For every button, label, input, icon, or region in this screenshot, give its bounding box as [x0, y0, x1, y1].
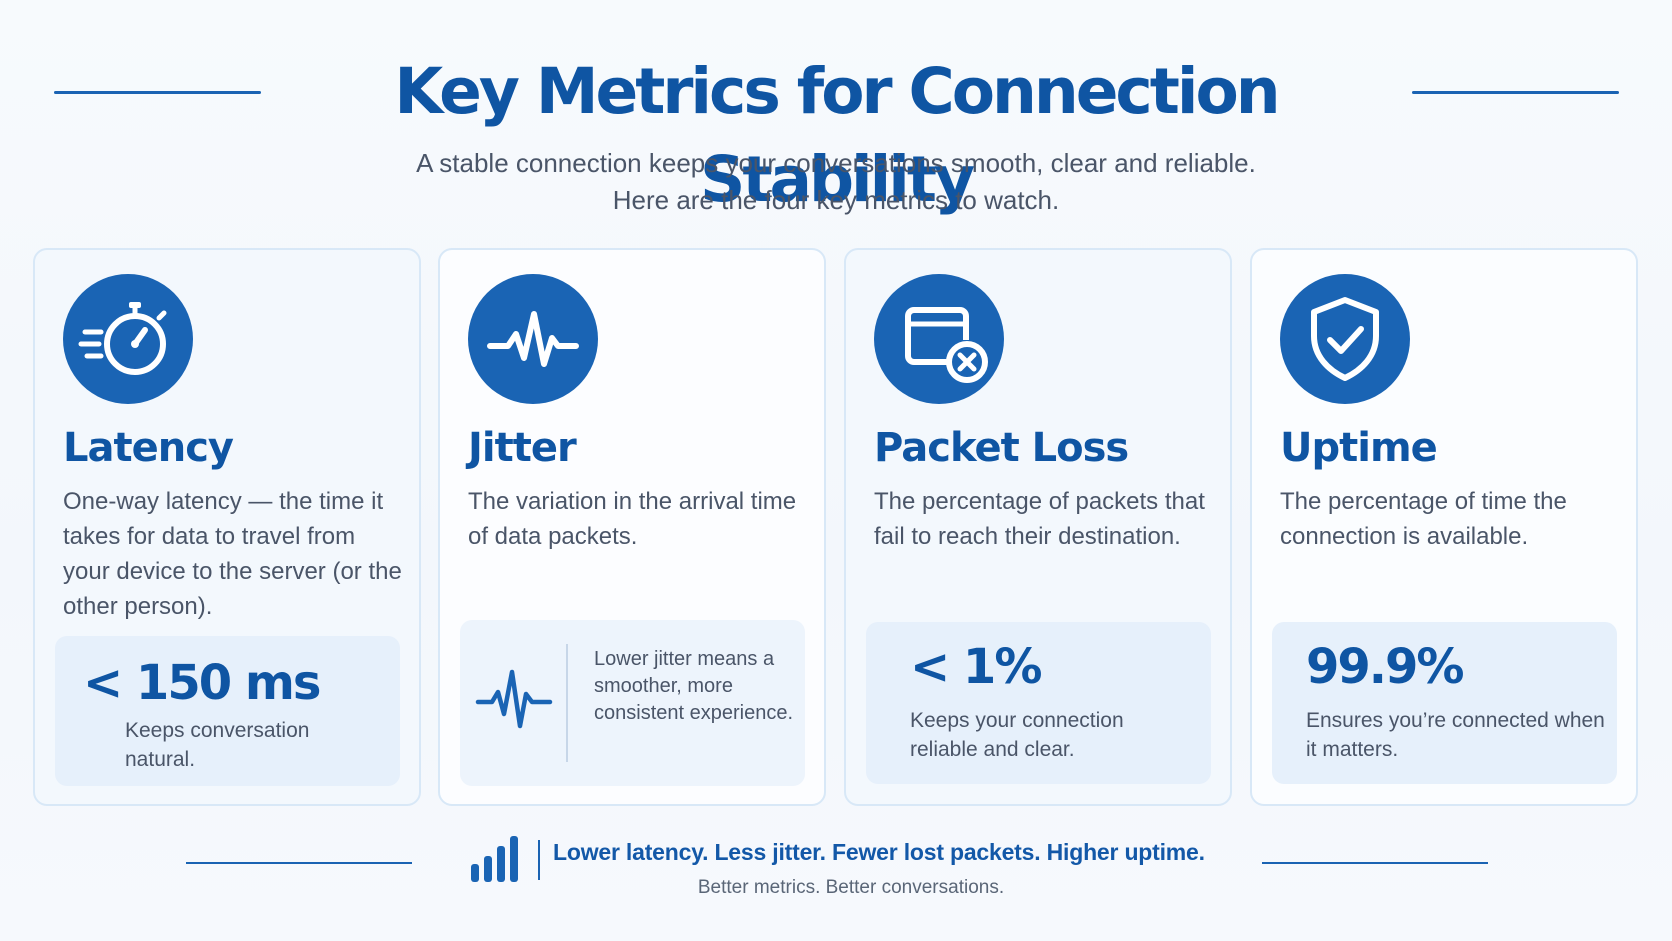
card-title-packet-loss: Packet Loss	[874, 425, 1129, 471]
title-divider-left	[54, 91, 261, 94]
subtitle-line-1: A stable connection keeps your conversat…	[416, 148, 1256, 178]
pulse-icon	[468, 274, 598, 404]
card-description-jitter: The variation in the arrival time of dat…	[468, 488, 797, 550]
footer-subline: Better metrics. Better conversations.	[697, 877, 1005, 898]
signal-bars-icon	[471, 836, 518, 882]
page-subtitle: A stable connection keeps your conversat…	[0, 145, 1672, 219]
stat-box-packet-loss: < 1% Keeps your connection reliable and …	[866, 622, 1211, 784]
stat-value-uptime: 99.9%	[1306, 639, 1465, 695]
shield-check-icon	[1280, 274, 1410, 404]
metric-card-packet-loss: Packet Loss The percentage of packets th…	[844, 248, 1232, 806]
metric-card-latency: Latency One-way latency — the time it ta…	[33, 248, 421, 806]
card-title-jitter: Jitter	[468, 425, 577, 471]
card-title-uptime: Uptime	[1280, 425, 1438, 471]
waveform-icon	[475, 669, 553, 729]
card-description-uptime: The percentage of time the connection is…	[1280, 488, 1567, 550]
stat-box-latency: < 150 ms Keeps conversation natural.	[55, 636, 400, 786]
window-x-icon	[874, 274, 1004, 404]
footer-tagline: Lower latency. Less jitter. Fewer lost p…	[553, 839, 1205, 865]
footer-divider-left	[186, 862, 412, 864]
stat-value-packet-loss: < 1%	[910, 639, 1042, 695]
stat-note-packet-loss: Keeps your connection reliable and clear…	[910, 709, 1124, 761]
stat-note-uptime: Ensures you’re connected when it matters…	[1306, 709, 1605, 761]
metric-card-uptime: Uptime The percentage of time the connec…	[1250, 248, 1638, 806]
footer-divider-vertical	[538, 840, 540, 880]
stat-box-jitter: Lower jitter means a smoother, more cons…	[460, 620, 805, 786]
stat-divider-jitter	[566, 644, 568, 762]
stat-note-jitter: Lower jitter means a smoother, more cons…	[594, 648, 794, 724]
header: Key Metrics for Connection Stability	[0, 48, 1672, 216]
stopwatch-icon	[63, 274, 193, 404]
subtitle-line-2: Here are the four key metrics to watch.	[612, 185, 1060, 215]
stat-note-latency: Keeps conversation natural.	[125, 719, 310, 771]
card-description-latency: One-way latency — the time it takes for …	[63, 488, 402, 620]
footer-divider-right	[1262, 862, 1488, 864]
stat-box-uptime: 99.9% Ensures you’re connected when it m…	[1272, 622, 1617, 784]
card-description-packet-loss: The percentage of packets that fail to r…	[874, 488, 1205, 550]
card-title-latency: Latency	[63, 425, 234, 471]
stat-value-latency: < 150 ms	[83, 655, 321, 711]
page-title: Key Metrics for Connection Stability	[394, 55, 1280, 216]
title-divider-right	[1412, 91, 1619, 94]
metric-card-jitter: Jitter The variation in the arrival time…	[438, 248, 826, 806]
